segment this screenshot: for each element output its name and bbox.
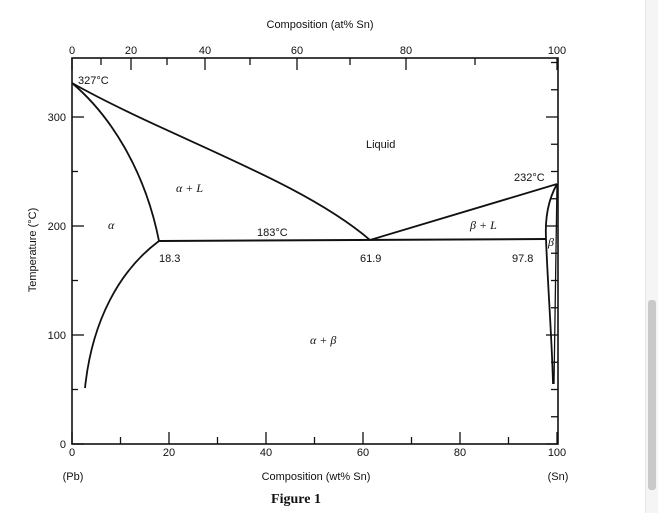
top-tick-label-40: 40 [199, 45, 211, 57]
y-tick-label-100: 100 [48, 330, 66, 342]
eutectic-temp-label: 183°C [257, 227, 288, 239]
eutectic-comp-label: 61.9 [360, 253, 381, 265]
top-tick-label-20: 20 [125, 45, 137, 57]
right-axis-ticks [546, 61, 558, 445]
bottom-tick-label-60: 60 [357, 447, 369, 459]
phase-liquid-label: Liquid [366, 139, 395, 151]
top-axis-title: Composition (at% Sn) [267, 19, 374, 31]
scrollbar-thumb[interactable] [648, 300, 656, 490]
bottom-tick-label-80: 80 [454, 447, 466, 459]
bottom-tick-label-20: 20 [163, 447, 175, 459]
phase-alpha-beta-label: α + β [310, 333, 336, 347]
y-tick-label-300: 300 [48, 112, 66, 124]
vertical-scrollbar[interactable] [645, 0, 658, 513]
bottom-tick-label-0: 0 [69, 447, 75, 459]
sn-end-label: (Sn) [548, 471, 569, 483]
top-tick-label-60: 60 [291, 45, 303, 57]
sn-melting-label: 232°C [514, 172, 545, 184]
pb-end-label: (Pb) [63, 471, 84, 483]
liquidus-left [71, 82, 371, 241]
beta-solvus [545, 238, 554, 385]
eutectic-line [158, 238, 547, 242]
alpha-solidus [71, 82, 160, 242]
left-axis-ticks [72, 116, 84, 445]
phase-alpha-l-label: α + L [176, 181, 203, 195]
phase-alpha-label: α [108, 218, 115, 232]
beta-solvus-comp-label: 97.8 [512, 253, 533, 265]
top-axis-ticks [71, 58, 558, 70]
figure-caption: Figure 1 [271, 492, 321, 507]
beta-solvus-right [553, 183, 558, 385]
liquidus-right [369, 183, 558, 241]
alpha-solvus [84, 240, 160, 389]
y-tick-label-0: 0 [60, 439, 66, 451]
phase-beta-label: β [547, 235, 554, 249]
top-tick-label-100: 100 [548, 45, 566, 57]
bottom-axis-title: Composition (wt% Sn) [262, 471, 371, 483]
top-tick-label-0: 0 [69, 45, 75, 57]
phase-beta-l-label: β + L [469, 218, 497, 232]
bottom-axis-ticks [71, 432, 558, 444]
beta-solidus [544, 183, 558, 240]
y-tick-label-200: 200 [48, 221, 66, 233]
bottom-tick-label-40: 40 [260, 447, 272, 459]
plot-frame [71, 57, 559, 445]
alpha-solvus-comp-label: 18.3 [159, 253, 180, 265]
bottom-tick-label-100: 100 [548, 447, 566, 459]
pb-melting-label: 327°C [78, 75, 109, 87]
y-axis-title: Temperature (°C) [27, 208, 39, 292]
top-tick-label-80: 80 [400, 45, 412, 57]
